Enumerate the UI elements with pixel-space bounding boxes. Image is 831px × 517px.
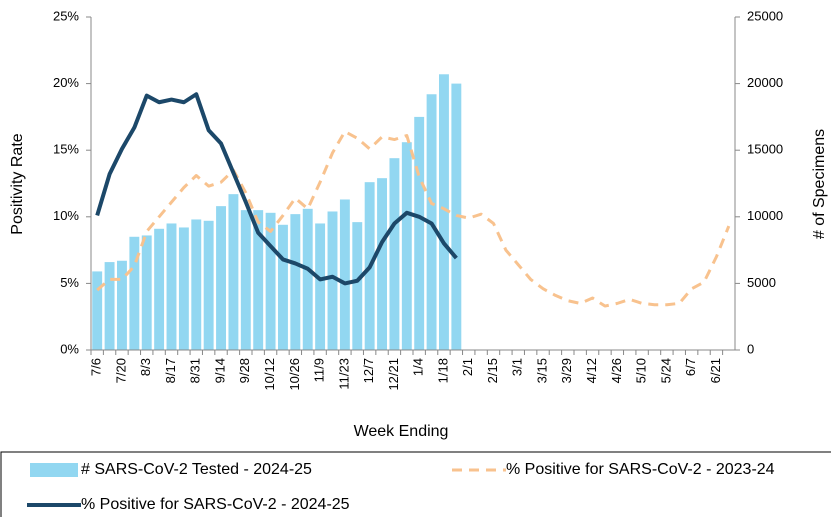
legend-label: % Positive for SARS-CoV-2 - 2024-25 xyxy=(81,496,350,513)
y2-tick-label: 20000 xyxy=(747,75,783,90)
bar xyxy=(166,223,177,350)
x-tick-label: 5/10 xyxy=(634,358,649,383)
x-tick-label: 12/7 xyxy=(361,358,376,383)
bar xyxy=(339,199,350,350)
bar xyxy=(389,158,400,350)
bar xyxy=(104,262,115,350)
x-tick-label: 6/21 xyxy=(708,358,723,383)
x-tick-label: 7/20 xyxy=(113,358,128,383)
x-axis-title: Week Ending xyxy=(354,423,449,440)
x-tick-label: 12/21 xyxy=(386,358,401,391)
bar xyxy=(401,142,412,350)
x-tick-label: 1/18 xyxy=(435,358,450,383)
bar xyxy=(92,271,103,350)
x-tick-label: 11/23 xyxy=(336,358,351,390)
legend-box xyxy=(0,451,831,517)
bar xyxy=(377,178,387,350)
x-tick-label: 4/26 xyxy=(609,358,624,383)
y-tick-label: 5% xyxy=(60,275,79,290)
bar xyxy=(129,236,140,350)
x-tick-label: 5/24 xyxy=(658,358,673,383)
bar xyxy=(228,194,239,350)
y-tick-label: 25% xyxy=(53,8,79,23)
x-tick-label: 3/1 xyxy=(510,358,525,376)
bar xyxy=(315,223,326,350)
x-tick-label: 3/29 xyxy=(559,358,574,383)
bar xyxy=(154,228,165,350)
x-tick-label: 8/17 xyxy=(163,358,178,383)
x-tick-label: 8/3 xyxy=(138,358,153,376)
x-tick-label: 1/4 xyxy=(411,358,426,376)
x-tick-label: 2/1 xyxy=(460,358,475,376)
y2-axis-title: # of Specimens xyxy=(811,129,828,239)
x-tick-label: 10/12 xyxy=(262,358,277,391)
bar xyxy=(265,212,276,350)
bar xyxy=(203,220,214,350)
bar xyxy=(253,210,264,350)
legend-label: # SARS-CoV-2 Tested - 2024-25 xyxy=(81,461,312,478)
legend-swatch xyxy=(30,463,78,477)
y2-tick-label: 0 xyxy=(747,341,754,356)
x-tick-label: 10/26 xyxy=(287,358,302,391)
x-tick-label: 8/31 xyxy=(188,358,203,383)
y-tick-label: 20% xyxy=(53,75,79,90)
x-tick-label: 9/14 xyxy=(212,358,227,383)
bar xyxy=(216,206,226,350)
y2-tick-label: 25000 xyxy=(747,8,783,23)
x-tick-label: 3/15 xyxy=(534,358,549,383)
bar xyxy=(302,208,313,350)
y-tick-label: 15% xyxy=(53,142,79,157)
x-tick-label: 6/7 xyxy=(683,358,698,376)
bar xyxy=(327,211,338,350)
legend-label: % Positive for SARS-CoV-2 - 2023-24 xyxy=(506,461,775,478)
y2-tick-label: 10000 xyxy=(747,208,783,223)
bar xyxy=(178,227,189,350)
bar xyxy=(439,74,449,350)
bar xyxy=(290,214,301,350)
bar xyxy=(117,260,127,350)
y2-tick-label: 5000 xyxy=(747,275,776,290)
y-tick-label: 10% xyxy=(53,208,79,223)
y2-tick-label: 15000 xyxy=(747,142,783,157)
x-tick-label: 2/15 xyxy=(485,358,500,383)
x-tick-label: 7/6 xyxy=(89,358,104,376)
bar xyxy=(278,224,288,350)
line xyxy=(95,92,458,286)
x-tick-label: 11/9 xyxy=(312,358,327,382)
line xyxy=(96,130,731,308)
bar xyxy=(141,235,152,350)
x-tick-label: 9/28 xyxy=(237,358,252,383)
x-tick-label: 4/12 xyxy=(584,358,599,383)
y-axis-title: Positivity Rate xyxy=(9,133,26,234)
y-tick-label: 0% xyxy=(60,341,79,356)
bar xyxy=(191,219,202,350)
bar xyxy=(414,116,425,351)
bar xyxy=(352,222,363,350)
bar xyxy=(240,210,251,350)
